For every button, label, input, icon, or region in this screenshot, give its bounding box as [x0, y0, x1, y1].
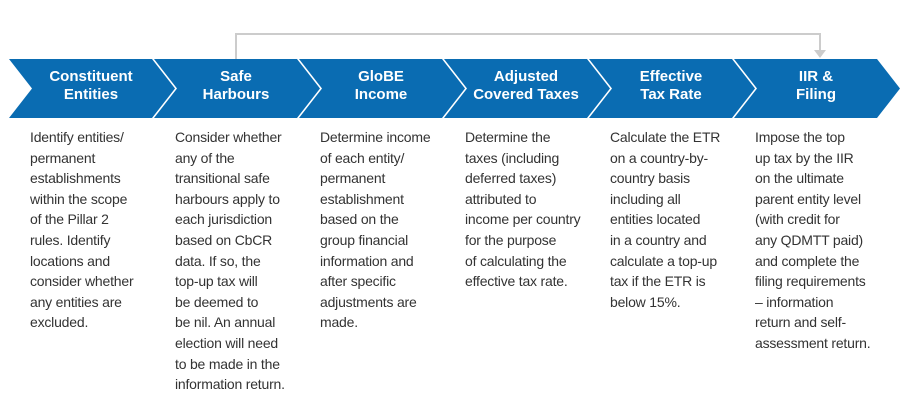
step-title: GloBE Income — [316, 68, 446, 104]
description-line: filing requirements — [755, 273, 866, 290]
description-line: including all — [610, 190, 681, 207]
step-title-line: Adjusted — [493, 68, 559, 85]
description-line: on a country-by- — [610, 149, 708, 166]
step-title-line: Covered Taxes — [473, 86, 579, 103]
step-title-line: Filing — [796, 86, 836, 103]
step-description: Consider whether any of the transitional s… — [175, 127, 315, 395]
description-line: Determine the — [465, 129, 551, 145]
description-line: based on CbCR — [175, 231, 273, 248]
step-title-line: Tax Rate — [640, 86, 702, 103]
description-line: – information — [755, 293, 834, 310]
step-title: Adjusted Covered Taxes — [461, 68, 591, 104]
description-line: for the purpose — [465, 231, 557, 248]
description-line: assessment return. — [755, 334, 871, 351]
chevron-step-1 — [9, 59, 175, 118]
description-line: rules. Identify — [30, 231, 111, 248]
description-line: consider whether — [30, 273, 134, 290]
description-line: to be made in the — [175, 355, 280, 372]
description-line: below 15%. — [610, 293, 681, 310]
step-title-line: GloBE — [358, 68, 404, 85]
description-line: of the Pillar 2 — [30, 211, 109, 228]
description-line: deferred taxes) — [465, 170, 557, 187]
description-line: establishment — [320, 190, 404, 207]
step-title: IIR & Filing — [751, 68, 881, 104]
description-line: of each entity/ — [320, 149, 405, 166]
step-title: Safe Harbours — [171, 68, 301, 104]
step-description: Determine income of each entity/permanent… — [320, 127, 460, 333]
description-line: tax if the ETR is — [610, 273, 706, 290]
description-line: in a country and — [610, 231, 707, 248]
chevron-step-5 — [589, 59, 755, 118]
safe-harbour-skip-connector — [235, 33, 821, 59]
description-line: parent entity level — [755, 190, 861, 207]
description-line: based on the — [320, 211, 399, 228]
description-line: excluded. — [30, 314, 89, 331]
step-title-line: Safe — [220, 68, 252, 85]
description-line: each jurisdiction — [175, 211, 272, 228]
chevron-step-6 — [734, 59, 900, 118]
description-line: after specific — [320, 273, 396, 290]
step-title: Effective Tax Rate — [606, 68, 736, 104]
description-line: of calculating the — [465, 252, 567, 269]
description-line: up tax by the IIR — [755, 149, 854, 166]
description-line: establishments — [30, 170, 121, 187]
step-title-line: Effective — [639, 68, 703, 85]
description-line: permanent — [30, 149, 96, 166]
description-line: on the ultimate — [755, 170, 844, 187]
description-line: taxes (including — [465, 149, 560, 166]
description-line: any entities are — [30, 293, 122, 310]
description-line: return and self- — [755, 314, 846, 331]
skip-connector-arrowhead-icon — [814, 50, 826, 58]
description-line: information and — [320, 252, 414, 269]
description-line: top-up tax will — [175, 273, 258, 290]
description-line: effective tax rate. — [465, 273, 568, 290]
description-line: data. If so, the — [175, 252, 261, 269]
step-description: Determine the taxes (including deferred ta… — [465, 127, 605, 292]
description-line: transitional safe — [175, 170, 270, 187]
description-line: locations and — [30, 252, 110, 269]
step-description: Calculate the ETR on a country-by-country… — [610, 127, 750, 312]
description-line: attributed to — [465, 190, 537, 207]
description-line: entities located — [610, 211, 701, 228]
description-line: and complete the — [755, 252, 860, 269]
chevron-step-3 — [299, 59, 465, 118]
step-description: Impose the top up tax by the IIR on the ul… — [755, 127, 895, 354]
description-line: (with credit for — [755, 211, 840, 228]
chevron-step-2 — [154, 59, 320, 118]
description-line: be nil. An annual — [175, 314, 276, 331]
description-line: election will need — [175, 334, 279, 351]
description-line: Impose the top — [755, 129, 845, 145]
description-line: Determine income — [320, 129, 431, 145]
description-line: any of the — [175, 149, 235, 166]
chevron-step-4 — [444, 59, 610, 118]
description-line: any QDMTT paid) — [755, 231, 863, 248]
description-line: calculate a top-up — [610, 252, 717, 269]
step-title-line: Constituent — [49, 68, 133, 85]
step-title-line: Income — [354, 86, 408, 103]
description-line: Identify entities/ — [30, 129, 124, 145]
step-title-line: Harbours — [202, 86, 270, 103]
description-line: information return. — [175, 376, 285, 393]
description-line: Consider whether — [175, 129, 282, 145]
step-title-line: Entities — [63, 86, 119, 103]
description-line: made. — [320, 314, 358, 331]
description-line: Calculate the ETR — [610, 129, 721, 145]
step-title-line: IIR & — [798, 68, 834, 85]
step-description: Identify entities/permanent establishment… — [30, 127, 170, 333]
description-line: within the scope — [30, 190, 128, 207]
description-line: permanent — [320, 170, 386, 187]
chevron-group — [9, 59, 900, 118]
description-line: adjustments are — [320, 293, 417, 310]
description-line: country basis — [610, 170, 690, 187]
description-line: group financial — [320, 231, 409, 248]
step-title: Constituent Entities — [26, 68, 156, 104]
description-line: income per country — [465, 211, 581, 228]
description-line: be deemed to — [175, 293, 259, 310]
description-line: harbours apply to — [175, 190, 280, 207]
